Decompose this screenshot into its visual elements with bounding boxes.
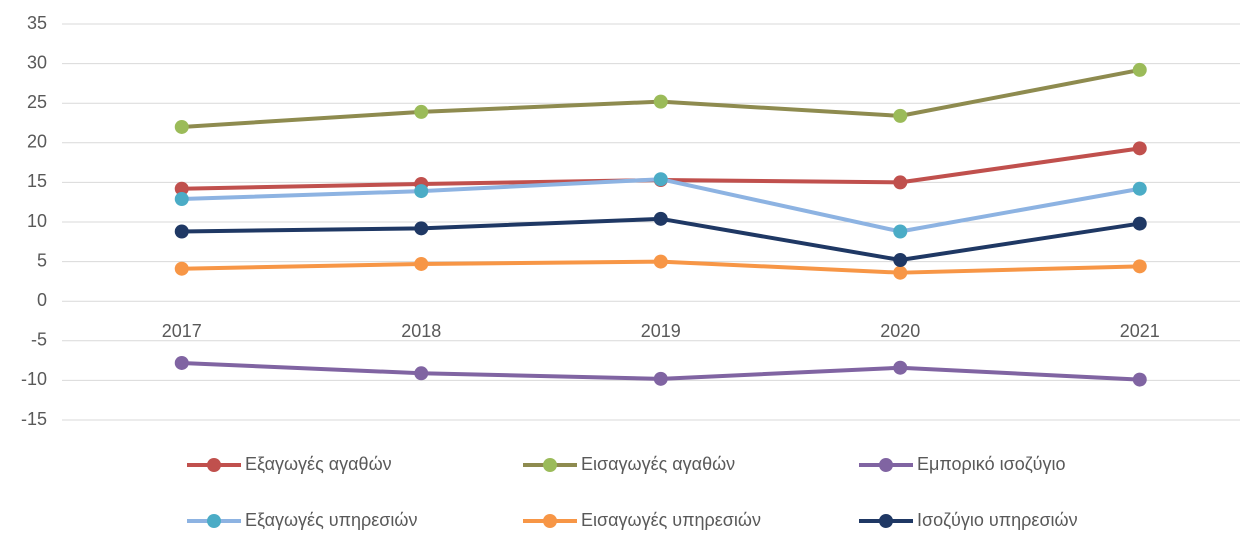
x-tick-label: 2018	[401, 321, 441, 341]
legend-marker	[543, 458, 557, 472]
data-point	[174, 224, 189, 239]
legend-label: Εξαγωγές υπηρεσιών	[245, 510, 417, 530]
data-point	[1132, 372, 1147, 387]
y-tick-label: 35	[27, 13, 47, 33]
data-point	[174, 261, 189, 276]
data-point	[893, 265, 908, 280]
y-tick-label: 25	[27, 92, 47, 112]
data-point	[1132, 62, 1147, 77]
data-point	[893, 360, 908, 375]
y-tick-label: 0	[37, 290, 47, 310]
data-point	[653, 211, 668, 226]
legend-label: Εμπορικό ισοζύγιο	[917, 454, 1066, 474]
legend-label: Εξαγωγές αγαθών	[245, 454, 392, 474]
y-tick-label: 30	[27, 52, 47, 72]
data-point	[414, 184, 429, 199]
legend-marker	[207, 514, 221, 528]
x-tick-label: 2021	[1120, 321, 1160, 341]
data-point	[174, 119, 189, 134]
data-point	[414, 366, 429, 381]
data-point	[174, 181, 189, 196]
data-point	[1132, 259, 1147, 274]
y-tick-label: -10	[21, 369, 47, 389]
y-tick-label: 10	[27, 211, 47, 231]
y-tick-label: 20	[27, 132, 47, 152]
data-point	[893, 175, 908, 190]
y-tick-label: 15	[27, 171, 47, 191]
x-tick-label: 2020	[880, 321, 920, 341]
data-point	[174, 192, 189, 207]
x-tick-label: 2019	[641, 321, 681, 341]
data-point	[414, 221, 429, 236]
data-point	[653, 172, 668, 187]
data-point	[653, 371, 668, 386]
legend-label: Εισαγωγές αγαθών	[581, 454, 735, 474]
legend-label: Ισοζύγιο υπηρεσιών	[917, 510, 1078, 530]
data-point	[653, 254, 668, 269]
y-tick-label: -15	[21, 409, 47, 429]
data-point	[653, 94, 668, 109]
legend-marker	[879, 514, 893, 528]
data-point	[893, 253, 908, 268]
data-point	[893, 108, 908, 123]
data-point	[414, 104, 429, 119]
legend-marker	[207, 458, 221, 472]
legend-label: Εισαγωγές υπηρεσιών	[581, 510, 761, 530]
data-point	[1132, 216, 1147, 231]
data-point	[1132, 181, 1147, 196]
y-tick-label: -5	[31, 330, 47, 350]
x-tick-label: 2017	[162, 321, 202, 341]
data-point	[174, 355, 189, 370]
legend-marker	[879, 458, 893, 472]
data-point	[893, 224, 908, 239]
legend-marker	[543, 514, 557, 528]
y-tick-label: 5	[37, 250, 47, 270]
data-point	[414, 256, 429, 271]
data-point	[1132, 141, 1147, 156]
